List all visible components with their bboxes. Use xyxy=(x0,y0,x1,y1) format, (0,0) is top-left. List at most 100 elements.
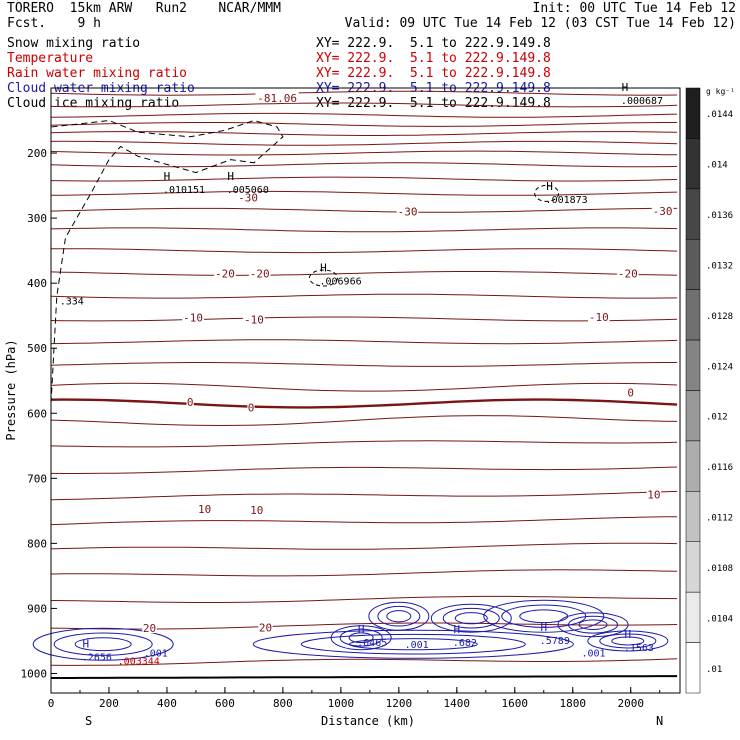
y-tick-label: 900 xyxy=(27,602,47,615)
temperature-label: -20 xyxy=(215,267,235,280)
x-tick-label: 1600 xyxy=(502,697,529,710)
colorbar-swatch xyxy=(685,491,701,543)
surface-line xyxy=(51,675,678,679)
colorbar-tick-label: .012 xyxy=(706,413,728,423)
contour-value-label: .001 xyxy=(144,649,168,660)
temperature-label: 10 xyxy=(198,503,211,516)
temperature-label: -30 xyxy=(238,191,258,204)
y-tick-label: 300 xyxy=(27,212,47,225)
cloud-water-contour xyxy=(32,627,174,661)
high-value-label: .682 xyxy=(453,638,477,649)
colorbar-swatch xyxy=(685,239,701,290)
legend-snow: Snow mixing ratio xyxy=(7,36,141,51)
high-value-label: .2656 xyxy=(82,652,112,663)
high-marker: H xyxy=(625,628,632,641)
colorbar-swatch xyxy=(685,339,701,391)
y-tick-label: 600 xyxy=(27,407,47,420)
y-tick-label: 200 xyxy=(27,147,47,160)
colorbar-swatch xyxy=(685,138,701,190)
isotherm-line xyxy=(50,440,678,448)
isotherm-line xyxy=(50,542,678,550)
isotherm-line xyxy=(50,162,678,168)
colorbar-tick-label: .01 xyxy=(706,665,722,675)
isotherm-line xyxy=(50,102,678,108)
temperature-label-bg xyxy=(588,310,610,322)
temperature-label: -20 xyxy=(618,267,638,280)
x-tick-label: 600 xyxy=(215,697,235,710)
colorbar-swatch xyxy=(685,87,701,139)
x-axis-label: Distance (km) xyxy=(321,714,415,728)
temperature-label-bg xyxy=(617,267,639,279)
temperature-label-bg xyxy=(255,91,299,103)
temperature-label: 20 xyxy=(259,621,272,634)
temperature-label-bg xyxy=(186,396,194,408)
isotherm-line xyxy=(50,227,678,233)
colorbar-tick-label: .0132 xyxy=(706,261,733,271)
isotherm-line xyxy=(50,112,678,118)
colorbar-tick-label: .0108 xyxy=(706,564,733,574)
isotherm-line xyxy=(50,131,678,136)
cloud-water-contour xyxy=(53,632,153,656)
xy-temperature: XY= 222.9. 5.1 to 222.9.149.8 xyxy=(316,51,551,66)
cloud-water-contour xyxy=(611,636,645,646)
colorbar-tick-label: .0112 xyxy=(706,514,733,524)
isotherm-line xyxy=(50,207,678,213)
legend-cloud-water: Cloud water mixing ratio xyxy=(7,81,195,96)
x-tick-label: 1200 xyxy=(386,697,413,710)
isotherm-line xyxy=(50,150,678,156)
colorbar-tick-label: .0144 xyxy=(706,110,733,120)
cloud-water-contour xyxy=(454,612,488,625)
temperature-label: 0 xyxy=(187,396,194,409)
colorbar-swatch xyxy=(685,289,701,341)
high-marker: H xyxy=(82,637,89,650)
y-axis-label: Pressure (hPa) xyxy=(4,339,18,440)
temperature-label: -10 xyxy=(183,312,203,325)
cloud-water-contour xyxy=(587,630,669,652)
contour-value-label: .003344 xyxy=(118,656,160,667)
isotherm-line xyxy=(50,271,678,276)
temperature-label: 0 xyxy=(248,401,255,414)
isotherm-line xyxy=(50,90,678,96)
temperature-label: 10 xyxy=(647,489,660,502)
high-marker: H xyxy=(453,623,460,636)
temperature-label: 10 xyxy=(250,504,263,517)
cloud-water-contour xyxy=(483,599,605,633)
temperature-label-bg xyxy=(237,191,259,203)
y-tick-label: 1000 xyxy=(21,667,48,680)
cloud-water-contour xyxy=(557,612,629,638)
high-value-label: .6465 xyxy=(357,638,387,649)
colorbar-swatch xyxy=(685,541,701,593)
x-tick-label: 1400 xyxy=(444,697,471,710)
x-tick-label: 400 xyxy=(157,697,177,710)
x-tick-label: 1800 xyxy=(560,697,587,710)
snow-contour xyxy=(50,119,284,404)
isotherm-line xyxy=(51,248,678,254)
y-tick-label: 500 xyxy=(27,342,47,355)
cloud-water-contour xyxy=(442,607,500,629)
temperature-label-bg xyxy=(646,488,662,500)
cloud-water-contour xyxy=(74,637,132,652)
high-marker: H xyxy=(320,261,327,274)
isotherm-line xyxy=(50,190,678,196)
temperature-label: -20 xyxy=(250,267,270,280)
y-tick-label: 800 xyxy=(27,537,47,550)
temperature-label-bg xyxy=(651,204,674,216)
temperature-label-bg xyxy=(142,621,157,633)
cloud-water-contour xyxy=(368,601,430,631)
cloud-water-contour xyxy=(348,632,374,644)
temperature-label-bg xyxy=(627,386,635,398)
xy-rain-water: XY= 222.9. 5.1 to 222.9.149.8 xyxy=(316,66,551,81)
cloud-water-contour xyxy=(599,633,657,649)
high-value-label: .006966 xyxy=(319,276,361,287)
cloud-water-contour xyxy=(339,628,383,647)
isotherm-line xyxy=(50,176,678,182)
isotherm-line xyxy=(50,569,678,577)
high-marker: H xyxy=(358,623,365,636)
high-marker: H xyxy=(546,180,553,193)
high-value-label: .010151 xyxy=(163,185,205,196)
high-marker: H xyxy=(227,170,234,183)
temperature-label-bg xyxy=(243,313,265,325)
colorbar-swatch xyxy=(685,591,701,643)
temperature-label-bg xyxy=(182,311,204,323)
